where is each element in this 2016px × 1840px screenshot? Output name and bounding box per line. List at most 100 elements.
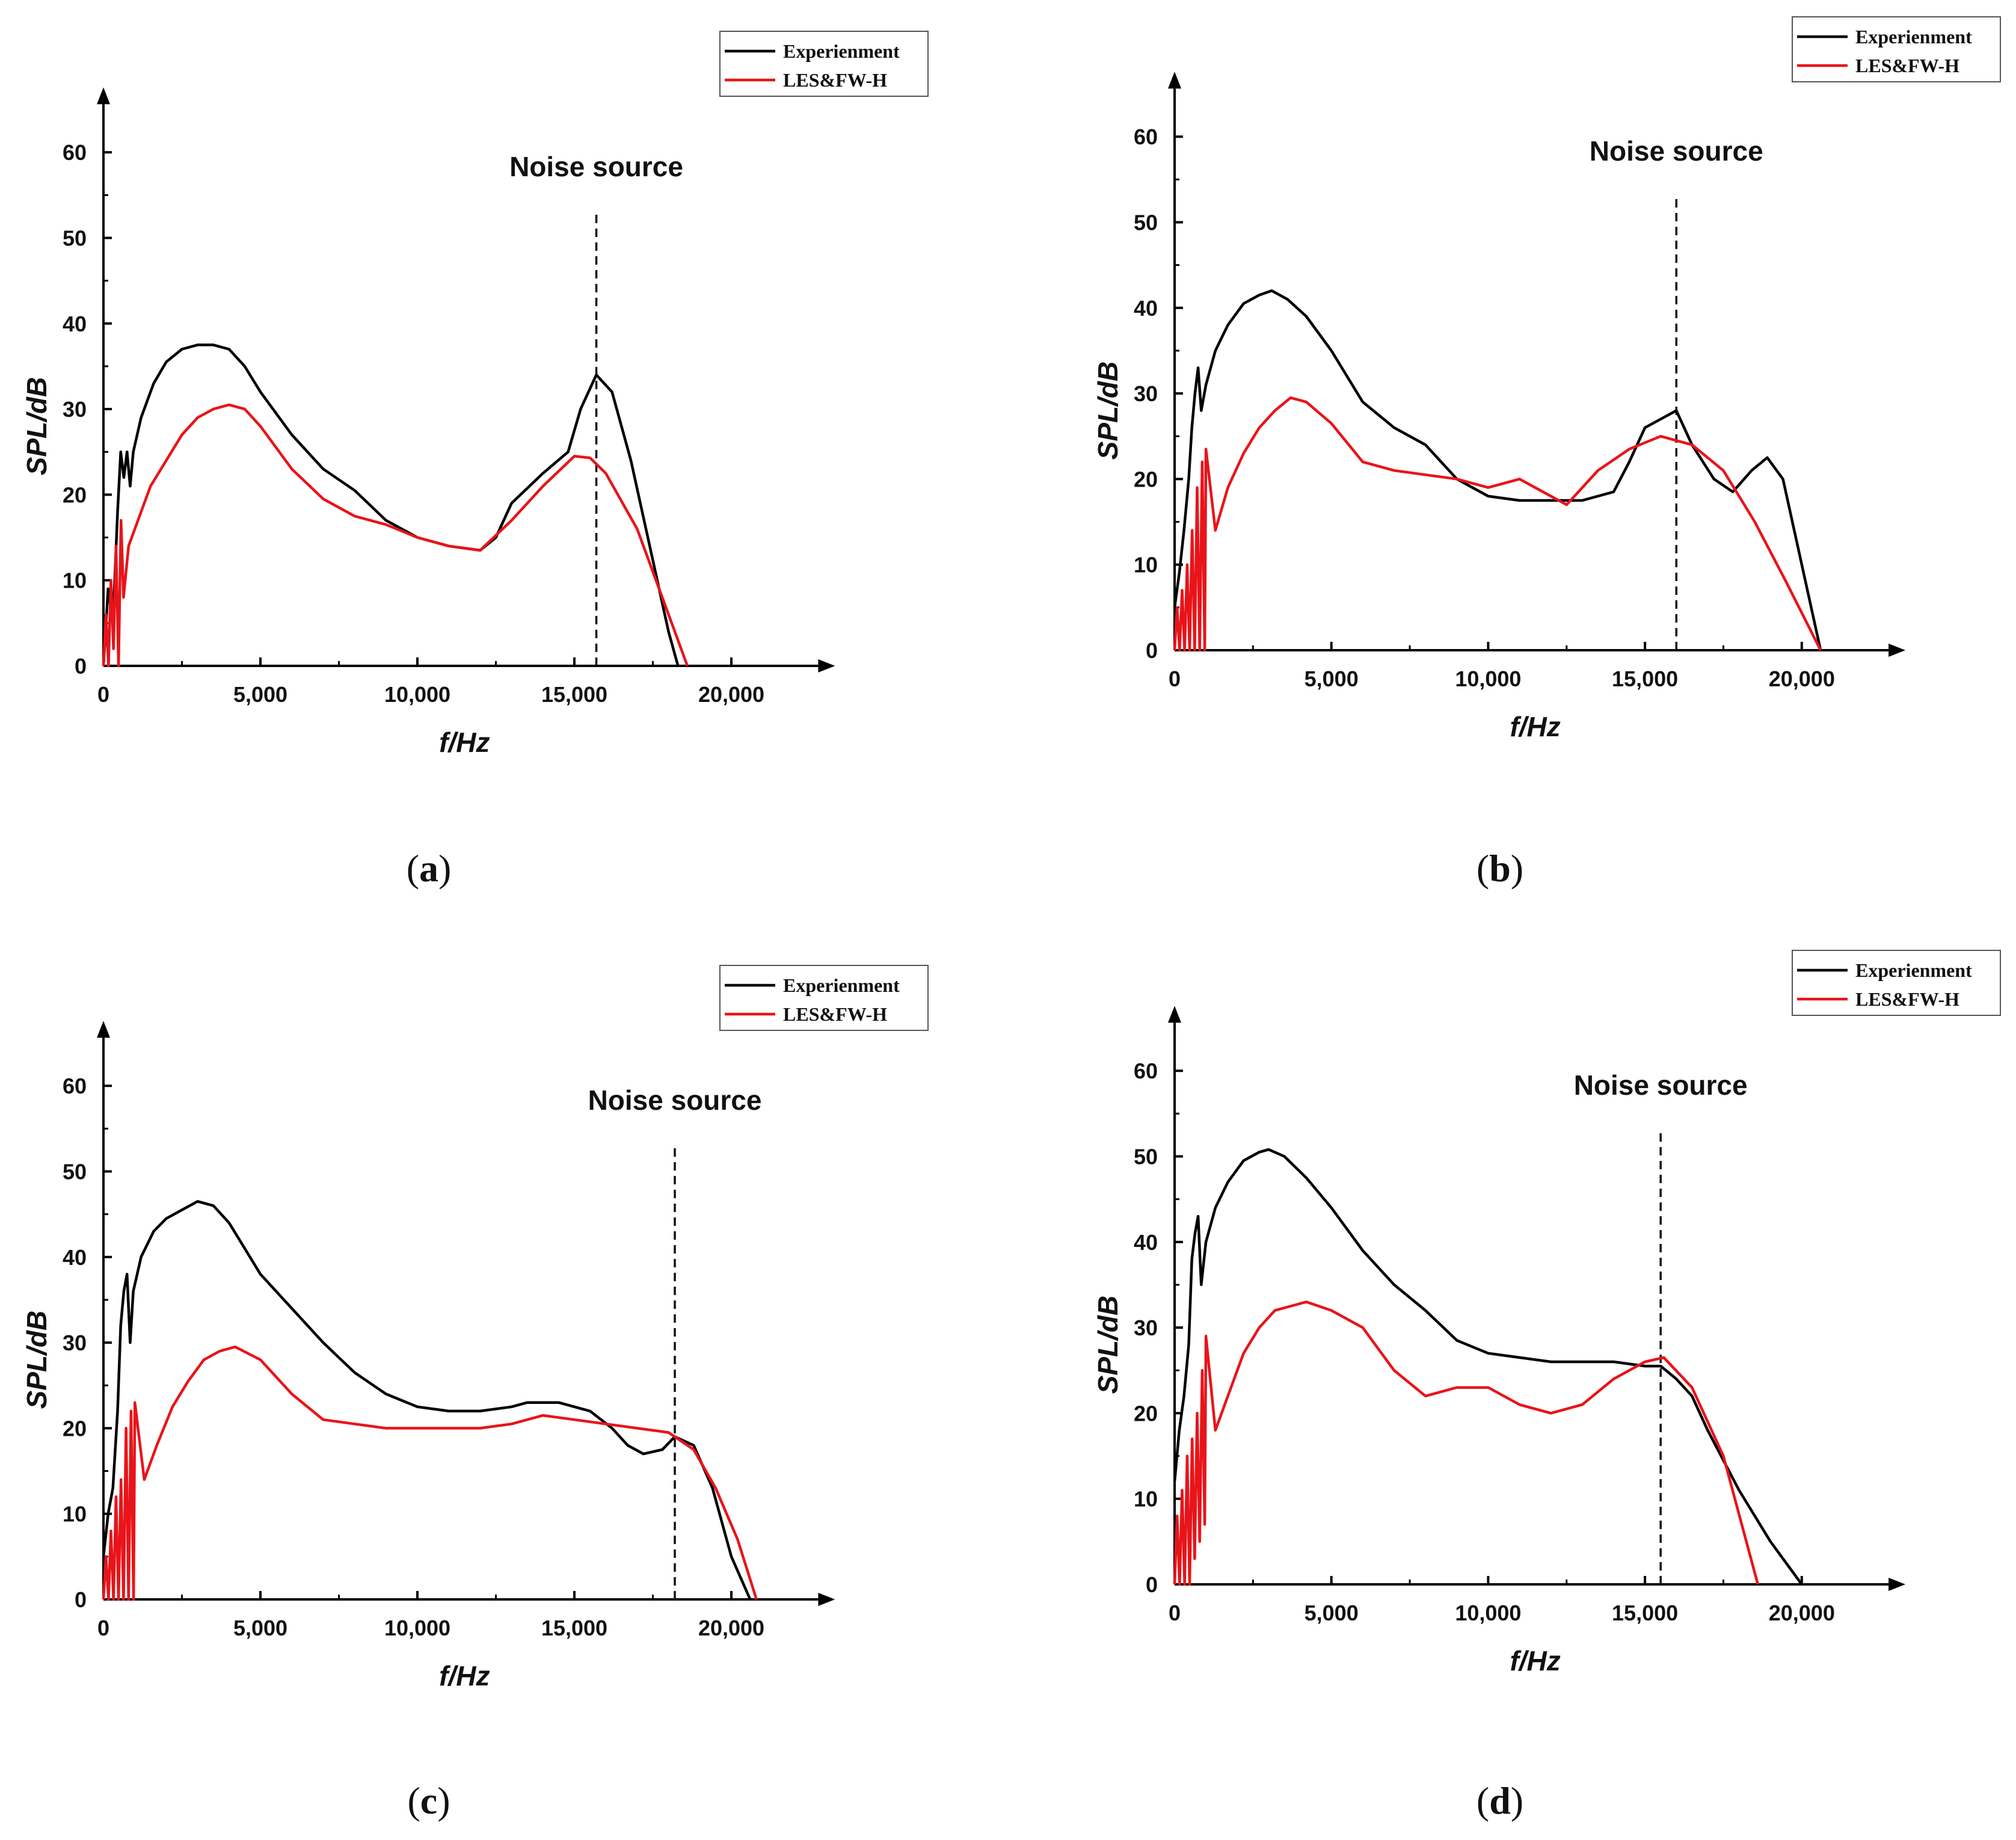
- x-tick-label: 20,000: [698, 682, 764, 707]
- y-axis-arrow-icon: [1168, 1006, 1181, 1023]
- x-tick-label: 20,000: [1769, 666, 1835, 691]
- y-tick-label: 20: [63, 482, 87, 507]
- x-tick-label: 5,000: [233, 1616, 287, 1640]
- x-tick-label: 5,000: [1305, 666, 1359, 691]
- y-tick-label: 50: [1134, 1145, 1158, 1169]
- legend: Experienment LES&FW-H: [1792, 950, 2001, 1016]
- y-axis-arrow-icon: [1168, 72, 1181, 89]
- x-axis-arrow-icon: [1888, 644, 1906, 657]
- y-tick-label: 60: [63, 140, 87, 165]
- legend-label: Experienment: [1855, 959, 1972, 981]
- x-tick-label: 10,000: [1455, 1601, 1521, 1625]
- panel-label-letter: a: [419, 847, 438, 890]
- legend-box: [1792, 950, 2001, 1016]
- legend-label: Experienment: [783, 974, 900, 996]
- y-tick-label: 40: [1134, 296, 1158, 321]
- y-tick-label: 20: [1134, 1401, 1158, 1426]
- x-tick-label: 0: [1169, 1601, 1181, 1625]
- legend-label: LES&FW-H: [1855, 55, 1959, 76]
- y-tick-label: 20: [63, 1416, 87, 1441]
- x-tick-label: 5,000: [1305, 1601, 1359, 1625]
- x-tick-label: 15,000: [1612, 1601, 1678, 1625]
- panel-label-close-paren: ): [1511, 847, 1523, 890]
- series-line-les-fwh: [1173, 396, 1822, 652]
- x-axis-title: f/Hz: [439, 1660, 490, 1691]
- x-axis-title: f/Hz: [439, 727, 490, 758]
- y-axis-title: SPL/dB: [21, 1311, 52, 1409]
- x-tick-label: 15,000: [1612, 666, 1678, 691]
- noise-source-label: Noise source: [1574, 1069, 1748, 1101]
- panel-label-open-paren: (: [1477, 1779, 1489, 1822]
- y-tick-label: 40: [63, 312, 87, 336]
- y-axis-arrow-icon: [97, 1021, 110, 1038]
- y-tick-label: 60: [1134, 1059, 1158, 1083]
- x-tick-label: 15,000: [541, 682, 607, 707]
- x-tick-label: 10,000: [1455, 666, 1521, 691]
- y-axis-arrow-icon: [97, 87, 110, 105]
- x-axis-arrow-icon: [818, 1593, 835, 1606]
- x-axis-arrow-icon: [1888, 1578, 1906, 1591]
- y-tick-label: 50: [63, 226, 87, 251]
- y-tick-label: 10: [1134, 1487, 1158, 1512]
- x-tick-label: 20,000: [698, 1616, 764, 1640]
- x-axis-title: f/Hz: [1510, 711, 1560, 742]
- legend-label: Experienment: [783, 40, 900, 62]
- legend-box: [719, 31, 929, 97]
- chart-panel-d: 0 5,000 10,000 15,000 20,000 0 10 20 30 40 50 60 f/H…: [1092, 950, 2001, 1822]
- noise-source-label: Noise source: [509, 151, 683, 182]
- x-tick-label: 20,000: [1769, 1601, 1835, 1625]
- y-axis-title: SPL/dB: [1092, 362, 1123, 460]
- series-line-les-fwh: [1173, 1300, 1759, 1586]
- y-tick-label: 0: [1146, 638, 1158, 663]
- x-axis-title: f/Hz: [1510, 1645, 1560, 1676]
- legend: Experienment LES&FW-H: [719, 31, 929, 97]
- x-axis-arrow-icon: [818, 659, 835, 672]
- y-tick-label: 50: [1134, 211, 1158, 235]
- y-tick-label: 10: [63, 568, 87, 593]
- y-tick-label: 60: [63, 1074, 87, 1098]
- y-tick-label: 30: [63, 397, 87, 422]
- y-tick-label: 30: [1134, 381, 1158, 406]
- y-tick-label: 50: [63, 1160, 87, 1184]
- noise-source-label: Noise source: [588, 1085, 762, 1116]
- panel-label-open-paren: (: [407, 847, 419, 890]
- chart-panel-a: 0 5,000 10,000 15,000 20,000 0 10 20 30 40 50 60 f/H…: [21, 31, 929, 890]
- x-tick-label: 5,000: [233, 682, 287, 707]
- legend-box: [719, 965, 929, 1031]
- series-line-les-fwh: [102, 403, 689, 668]
- y-tick-label: 40: [1134, 1230, 1158, 1255]
- x-tick-label: 10,000: [384, 1616, 450, 1640]
- legend: Experienment LES&FW-H: [1792, 16, 2001, 82]
- panel-label-close-paren: ): [437, 1779, 450, 1822]
- legend: Experienment LES&FW-H: [719, 965, 929, 1031]
- panel-label: (a): [407, 847, 452, 890]
- panel-label-close-paren: ): [1511, 1779, 1523, 1822]
- series-line-les-fwh: [102, 1345, 758, 1601]
- panel-label-open-paren: (: [1477, 847, 1489, 890]
- chart-panel-b: 0 5,000 10,000 15,000 20,000 0 10 20 30 40 50 60 f/H…: [1092, 16, 2001, 890]
- series-line-experiment: [1173, 289, 1822, 651]
- x-tick-label: 0: [97, 1616, 109, 1640]
- y-tick-label: 20: [1134, 467, 1158, 491]
- chart-panel-c: 0 5,000 10,000 15,000 20,000 0 10 20 30 40 50 60 f/H…: [21, 965, 929, 1822]
- y-tick-label: 0: [75, 654, 87, 678]
- x-tick-label: 0: [1169, 666, 1181, 691]
- legend-label: LES&FW-H: [1855, 988, 1959, 1010]
- panel-label-open-paren: (: [407, 1779, 420, 1822]
- panel-label: (d): [1477, 1779, 1523, 1822]
- panel-label-close-paren: ): [438, 847, 451, 890]
- y-axis-title: SPL/dB: [21, 377, 52, 476]
- series-line-experiment: [1173, 1148, 1803, 1586]
- x-tick-label: 15,000: [541, 1616, 607, 1640]
- x-tick-label: 10,000: [384, 682, 450, 707]
- x-tick-label: 0: [97, 682, 109, 707]
- panel-label: (c): [407, 1779, 450, 1822]
- series-line-experiment: [102, 1200, 752, 1600]
- legend-label: LES&FW-H: [783, 69, 887, 91]
- y-tick-label: 30: [1134, 1315, 1158, 1340]
- noise-source-label: Noise source: [1590, 135, 1763, 167]
- y-tick-label: 0: [75, 1587, 87, 1612]
- legend-box: [1792, 16, 2001, 82]
- legend-label: Experienment: [1855, 26, 1972, 48]
- panel-label-letter: d: [1489, 1779, 1511, 1822]
